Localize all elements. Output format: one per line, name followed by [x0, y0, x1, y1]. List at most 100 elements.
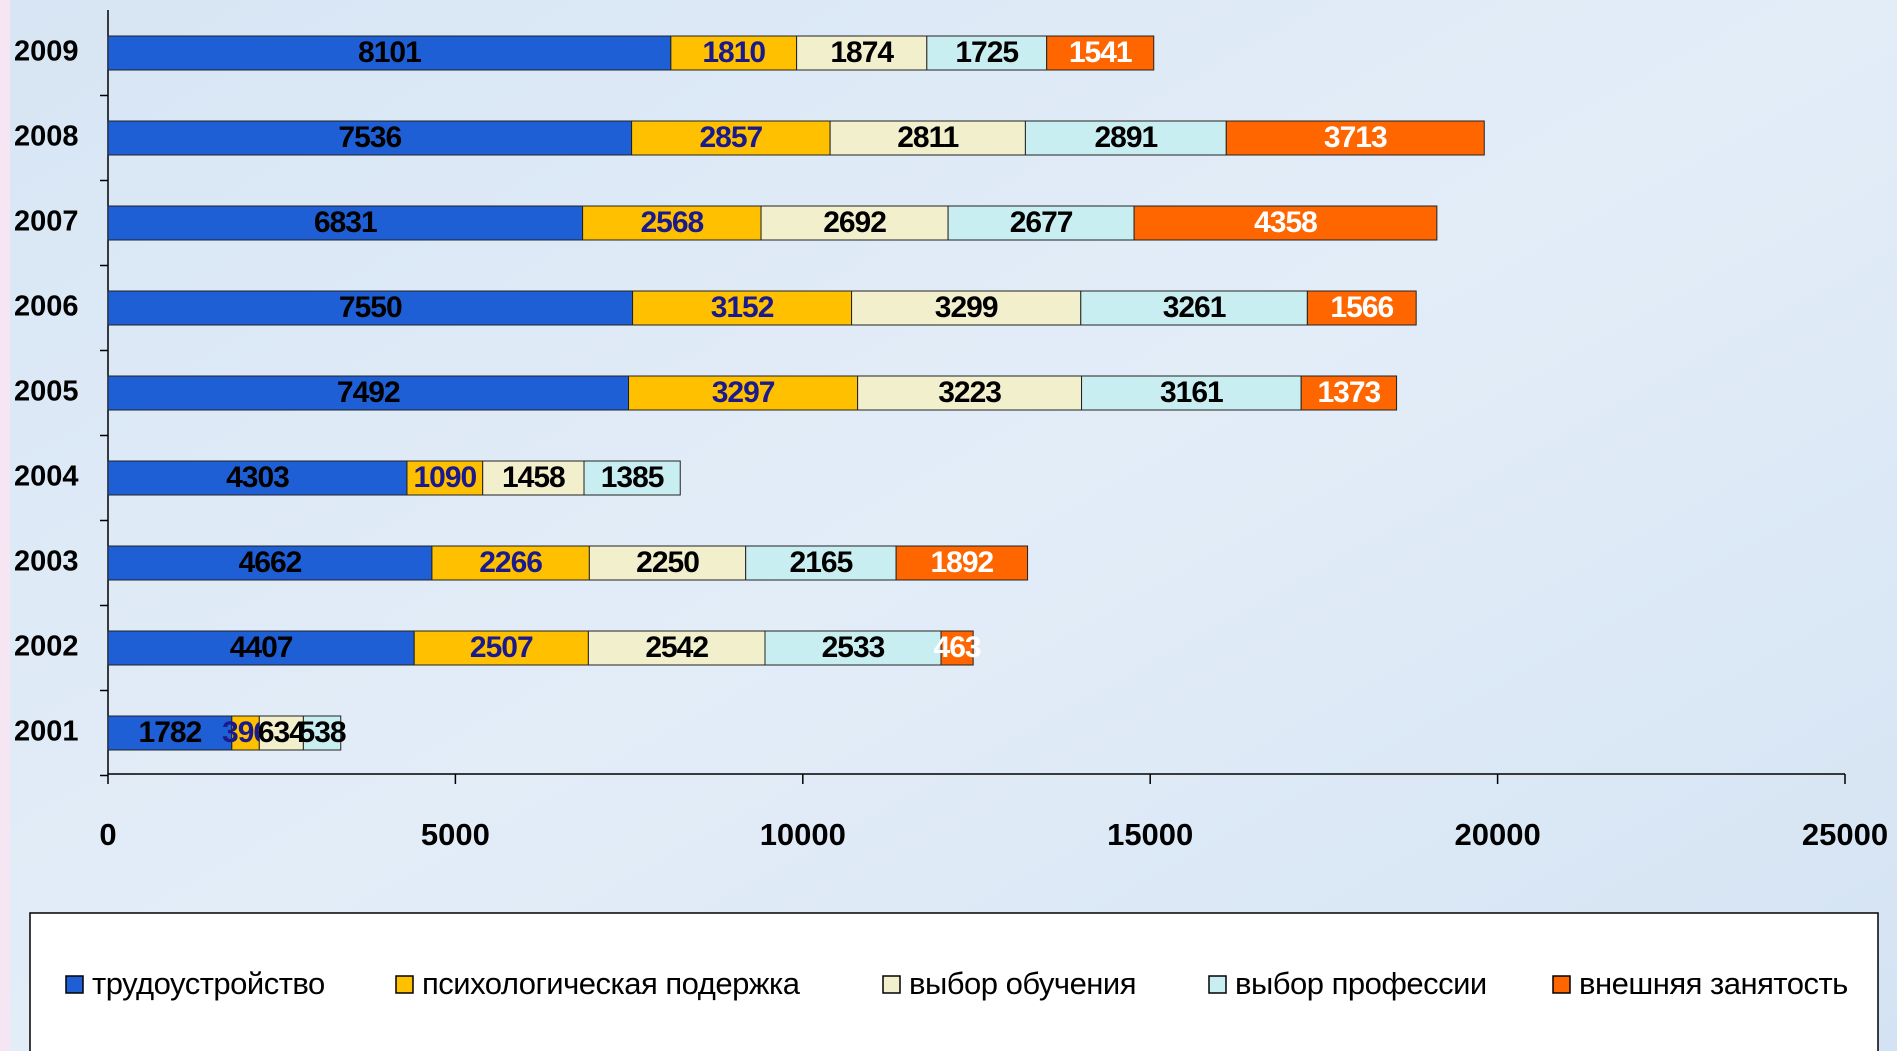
y-tick-label: 2001: [14, 716, 79, 748]
x-tick-label: 25000: [1802, 817, 1888, 852]
legend-swatch: [1208, 975, 1227, 994]
data-label: 2811: [897, 121, 958, 154]
bar-segment: [1225, 120, 1485, 156]
data-label: 4407: [230, 631, 293, 664]
bar-segment: [107, 35, 672, 71]
bar-segment: [107, 375, 630, 411]
legend-label: трудоустройство: [92, 966, 325, 1001]
bar-segment: [413, 630, 589, 666]
bar-segment: [406, 460, 484, 496]
y-tick-label: 2003: [14, 546, 79, 578]
data-label: 4662: [239, 546, 302, 579]
data-label: 4303: [226, 461, 289, 494]
bar-segment: [857, 375, 1083, 411]
data-label: 1782: [139, 716, 202, 749]
data-label: 2857: [699, 121, 762, 154]
bar-segment: [302, 715, 342, 751]
data-label: 3261: [1163, 291, 1226, 324]
bar-segment: [632, 290, 853, 326]
legend-swatch: [882, 975, 901, 994]
data-label: 7492: [337, 376, 400, 409]
bar-segment: [1300, 375, 1398, 411]
bar-segment: [631, 120, 831, 156]
y-tick-label: 2002: [14, 631, 79, 663]
data-label: 7536: [338, 121, 401, 154]
bar-segment: [107, 205, 584, 241]
y-tick-label: 2006: [14, 291, 79, 323]
bar-segment: [628, 375, 859, 411]
bar-segment: [764, 630, 942, 666]
bar-segment: [582, 205, 762, 241]
x-tick-label: 5000: [421, 817, 490, 852]
y-tick-label: 2005: [14, 376, 79, 408]
bar-segment: [947, 205, 1135, 241]
bar-segment: [583, 460, 681, 496]
data-label: 2165: [790, 546, 853, 579]
bar-segment: [926, 35, 1048, 71]
data-label: 1373: [1318, 376, 1381, 409]
data-label: 3299: [935, 291, 998, 324]
bar-segment: [588, 545, 747, 581]
bar-segment: [1306, 290, 1417, 326]
legend-swatch: [65, 975, 84, 994]
bar-segment: [829, 120, 1026, 156]
bar-segment: [1024, 120, 1227, 156]
data-label: 1566: [1330, 291, 1393, 324]
data-label: 6831: [314, 206, 377, 239]
data-label: 2533: [822, 631, 885, 664]
data-label: 1385: [601, 461, 664, 494]
legend-label: выбор обучения: [909, 966, 1136, 1001]
data-label: 1810: [702, 36, 765, 69]
bar-segment: [1080, 290, 1308, 326]
data-label: 1725: [955, 36, 1018, 69]
bar-segment: [107, 120, 633, 156]
bar-segment: [745, 545, 897, 581]
legend-label: выбор профессии: [1235, 966, 1487, 1001]
data-label: 3161: [1160, 376, 1223, 409]
data-label: 2677: [1010, 206, 1073, 239]
data-label: 634: [258, 716, 306, 749]
data-label: 2507: [470, 631, 533, 664]
data-label: 1541: [1069, 36, 1132, 69]
data-label: 3223: [938, 376, 1001, 409]
bar-segment: [107, 545, 433, 581]
y-tick-label: 2009: [14, 36, 79, 68]
legend-label: психологическая подержка: [422, 966, 801, 1001]
x-tick-label: 20000: [1454, 817, 1540, 852]
bar-segment: [851, 290, 1082, 326]
bar-segment: [107, 460, 408, 496]
bar-segment: [587, 630, 766, 666]
data-label: 8101: [358, 36, 421, 69]
bar-segment: [107, 290, 634, 326]
data-label: 1874: [830, 36, 894, 69]
left-strip: [0, 0, 10, 1051]
data-label: 463: [934, 631, 981, 664]
data-label: 1090: [413, 461, 476, 494]
data-label: 3152: [711, 291, 774, 324]
bar-segment: [1081, 375, 1302, 411]
x-tick-label: 15000: [1107, 817, 1193, 852]
data-label: 3297: [712, 376, 775, 409]
x-tick-label: 10000: [760, 817, 846, 852]
data-label: 2891: [1094, 121, 1157, 154]
data-label: 538: [299, 716, 346, 749]
bar-segment: [760, 205, 949, 241]
data-label: 2266: [479, 546, 542, 579]
data-label: 2568: [640, 206, 703, 239]
legend-label: внешняя занятость: [1579, 966, 1848, 1001]
data-label: 2692: [823, 206, 886, 239]
bar-segment: [1133, 205, 1438, 241]
bar-segment: [670, 35, 798, 71]
bar-segment: [1046, 35, 1155, 71]
bar-segment: [231, 715, 260, 751]
legend-swatch: [1552, 975, 1571, 994]
data-label: 3713: [1324, 121, 1387, 154]
data-label: 2250: [636, 546, 699, 579]
y-tick-label: 2004: [14, 461, 79, 493]
legend-swatch: [395, 975, 414, 994]
x-tick-label: 0: [99, 817, 116, 852]
data-label: 7550: [339, 291, 402, 324]
data-label: 2542: [645, 631, 708, 664]
y-tick-label: 2007: [14, 206, 79, 238]
